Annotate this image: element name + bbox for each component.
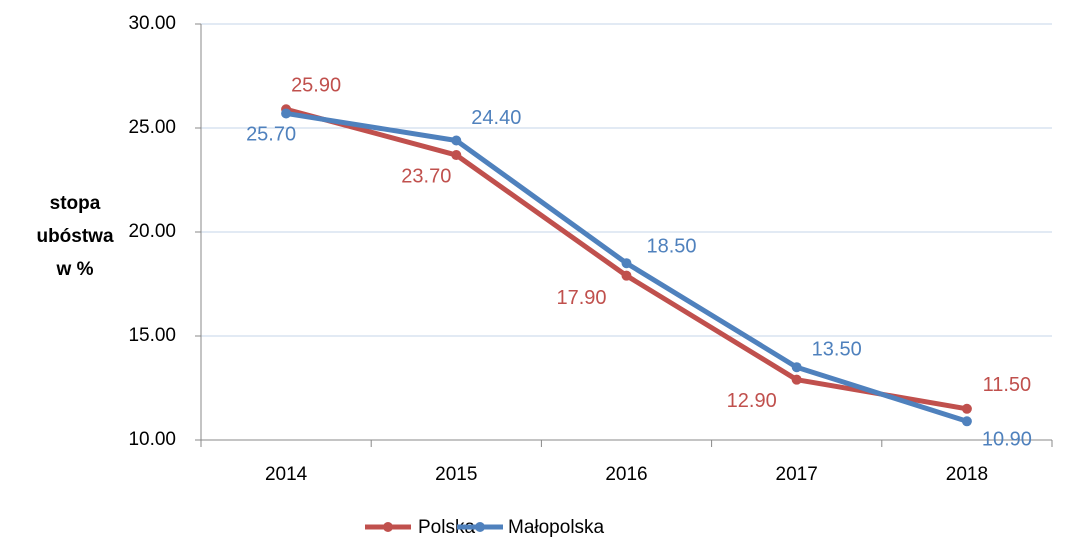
y-tick-label: 10.00 [128,429,176,450]
data-label: 10.90 [982,429,1032,451]
legend-marker [475,522,485,532]
data-label: 23.70 [401,165,451,187]
data-label: 24.40 [471,107,521,129]
data-label: 25.70 [246,124,296,146]
legend-label: Małopolska [508,517,605,538]
legend-marker [383,522,393,532]
y-tick-label: 25.00 [128,117,176,138]
legend-label: Polska [418,517,475,538]
data-point [961,403,972,414]
x-tick-label: 2017 [776,464,818,485]
y-tick-label: 20.00 [128,221,176,242]
y-axis-label: stopa [50,193,101,214]
x-tick-label: 2016 [605,464,647,485]
data-label: 11.50 [983,374,1032,396]
data-point [791,362,802,373]
data-point [281,108,292,119]
data-label: 17.90 [556,287,606,309]
data-point [621,270,632,281]
data-point [451,135,462,146]
x-tick-label: 2014 [265,464,308,485]
x-tick-label: 2015 [435,464,477,485]
data-label: 18.50 [646,235,696,257]
x-tick-label: 2018 [946,464,988,485]
y-axis-label: ubóstwa [36,226,113,247]
data-label: 25.90 [291,75,341,97]
data-label: 13.50 [812,338,862,360]
y-tick-label: 30.00 [128,13,176,34]
data-point [621,258,632,269]
y-tick-label: 15.00 [128,325,176,346]
data-label: 12.90 [727,390,777,412]
data-point [791,374,802,385]
data-point [961,416,972,427]
data-point [451,150,462,161]
y-axis-label: w % [56,259,94,280]
